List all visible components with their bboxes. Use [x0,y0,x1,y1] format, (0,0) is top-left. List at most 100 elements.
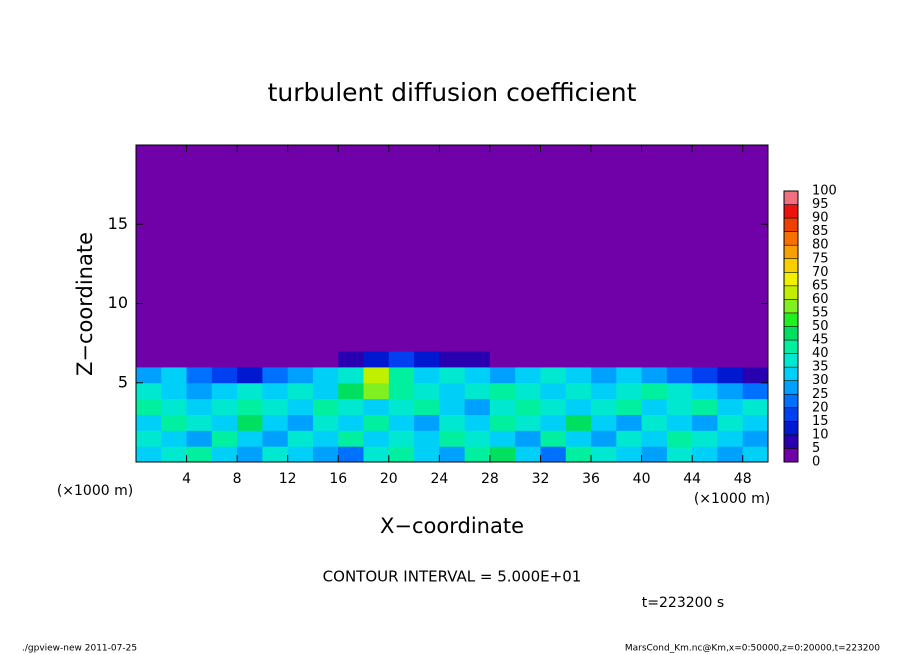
heat-cell [237,446,263,463]
chart-title: turbulent diffusion coefficient [268,78,637,107]
contour-note: CONTOUR INTERVAL = 5.000E+01 [323,568,582,586]
heat-cell [464,382,491,400]
y-tick-label: 5 [118,372,128,391]
heat-cell [666,398,693,415]
heat-cell [616,414,643,431]
heat-cell [211,382,238,400]
heat-cell [161,414,188,431]
heat-cell [338,398,365,415]
heat-cell [591,446,617,463]
heat-cell [211,414,238,431]
heat-cell [211,366,238,384]
heat-cell [540,430,567,447]
heat-cell [616,351,643,368]
heat-cell [439,446,466,463]
heat-cell [312,398,339,415]
heat-cell [717,430,744,447]
heat-cell [591,414,617,431]
heat-cell [363,414,390,431]
heat-cell [312,366,339,384]
y-axis-label: Z−coordinate [73,232,97,376]
heat-cell [565,398,592,415]
heat-cell [388,382,415,400]
heat-cell [363,382,390,400]
colorbar-label: 20 [812,400,829,415]
heat-cell [692,430,718,447]
heat-cell [338,446,365,463]
colorbar-swatch [784,353,798,368]
heat-cell [515,398,541,415]
heat-cell [439,145,466,352]
heat-cell [717,351,744,368]
heat-cell [161,430,188,447]
heat-cell [692,351,718,368]
heat-cell [287,398,314,415]
heat-cell [540,366,567,384]
y-tick-label: 10 [108,293,128,312]
heat-cell [616,382,643,400]
heat-cell [287,366,314,384]
heat-cell [742,430,769,447]
x-tick-label: 16 [329,471,347,487]
heat-cell [439,351,466,368]
x-tick-label: 8 [233,471,242,487]
heat-cell [414,382,440,400]
colorbar-swatch [784,258,798,273]
heat-cell [565,430,592,447]
heat-cell [515,366,541,384]
heat-cell [388,145,415,352]
colorbar-label: 85 [812,224,829,239]
colorbar-swatch [784,380,798,395]
heat-cell [489,430,516,447]
heat-cell [338,351,365,368]
heat-cell [717,366,744,384]
heat-cell [565,414,592,431]
colorbar-label: 90 [812,211,829,226]
x-tick-label: 36 [582,471,600,487]
heat-cell [211,446,238,463]
colorbar-swatch [784,326,798,341]
footer-right: MarsCond_Km.nc@Km,x=0:50000,z=0:20000,t=… [625,644,880,654]
heat-cell [312,446,339,463]
heat-cell [287,446,314,463]
colorbar-swatch [784,394,798,408]
heat-cell [464,145,491,352]
heat-cell [666,414,693,431]
heat-cell [338,382,365,400]
heat-cell [161,398,188,415]
heat-cell [287,351,314,368]
heat-cell [414,398,440,415]
heat-cell [262,382,289,400]
heat-cell [565,382,592,400]
colorbar-label: 40 [812,346,829,361]
heat-cell [616,398,643,415]
time-label: t=223200 s [642,595,724,611]
colorbar-label: 5 [812,441,820,456]
heat-cell [489,366,516,384]
heat-cell [312,430,339,447]
heat-cell [161,382,188,400]
heat-cell [464,430,491,447]
heat-cell [641,430,668,447]
colorbar-swatch [784,231,798,246]
heat-cell [414,430,440,447]
colorbar-label: 60 [812,292,829,307]
heat-cell [287,430,314,447]
colorbar-swatch [784,299,798,313]
heat-cell [742,398,769,415]
heat-cell [414,366,440,384]
colorbar-label: 70 [812,265,829,280]
x-tick-label: 48 [734,471,752,487]
heat-cell [287,382,314,400]
heat-cell [717,446,744,463]
colorbar-swatch [784,285,798,300]
heat-cell [312,414,339,431]
heat-cell [262,366,289,384]
heat-cell [591,398,617,415]
heat-cell [363,145,390,352]
heat-cell [136,382,162,400]
heat-cell [136,351,162,368]
colorbar-label: 75 [812,251,829,266]
heat-cell [186,398,213,415]
colorbar-label: 30 [812,373,829,388]
